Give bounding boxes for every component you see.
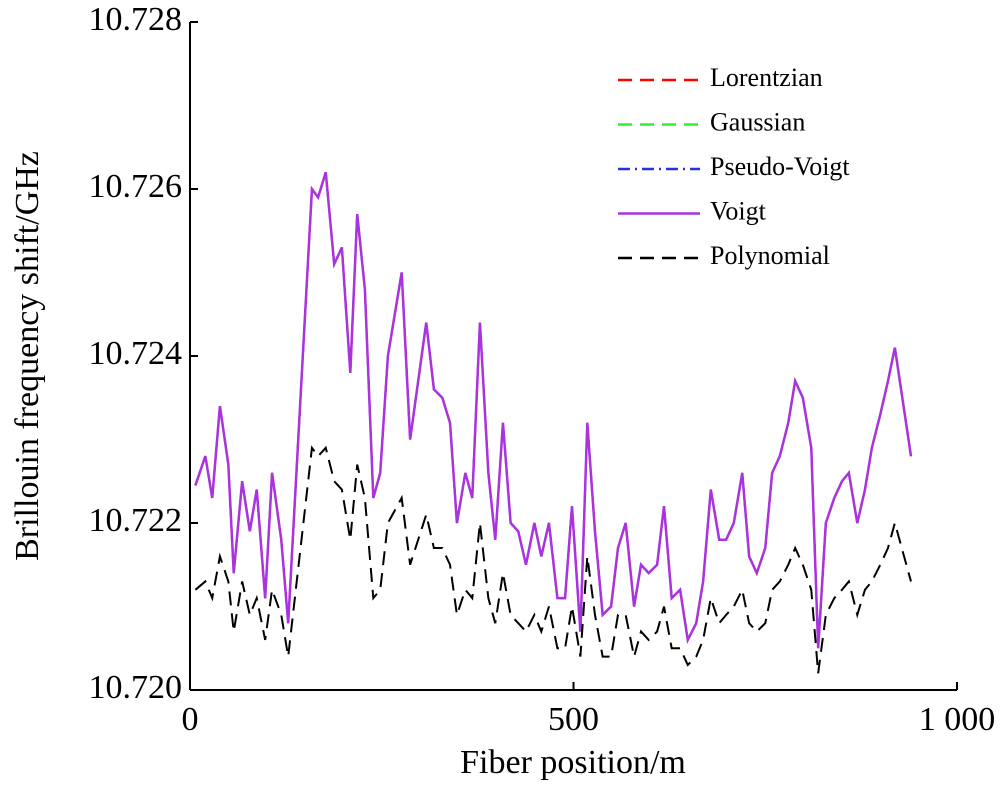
legend-label: Voigt [710,196,767,225]
y-axis-label: Brillouin frequency shift/GHz [9,151,46,561]
x-tick-label: 1 000 [919,701,996,738]
legend-label: Lorentzian [710,63,823,92]
y-tick-label: 10.728 [89,1,183,38]
x-tick-label: 0 [182,701,199,738]
series-line [194,445,912,674]
legend-label: Gaussian [710,107,805,136]
legend-label: Pseudo-Voigt [710,152,850,181]
y-tick-label: 10.726 [89,168,183,205]
x-axis-label: Fiber position/m [460,744,686,781]
y-tick-label: 10.722 [89,502,183,539]
y-tick-label: 10.724 [89,335,183,372]
legend-label: Polynomial [710,241,830,270]
x-tick-label: 500 [548,701,599,738]
series-line [194,171,913,649]
y-tick-label: 10.720 [89,669,183,706]
